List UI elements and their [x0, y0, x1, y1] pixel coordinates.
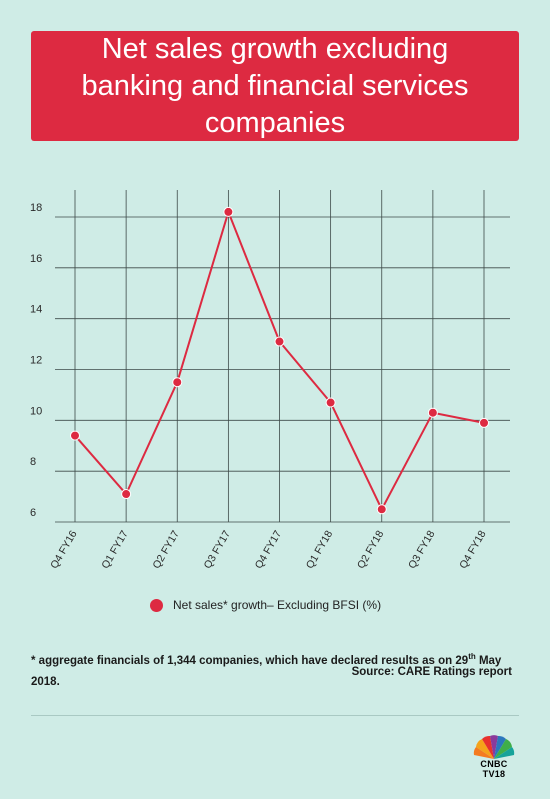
logo-text-tv18: TV18: [482, 769, 506, 779]
x-tick-label: Q2 FY17: [150, 528, 181, 571]
peacock-icon: [473, 735, 515, 759]
data-point: [70, 430, 80, 441]
y-tick-label: 6: [30, 507, 36, 519]
y-tick-label: 18: [30, 202, 42, 214]
legend: Net sales* growth– Excluding BFSI (%): [150, 598, 381, 612]
x-tick-label: Q1 FY18: [304, 528, 335, 571]
divider: [31, 715, 519, 716]
y-tick-label: 12: [30, 355, 42, 367]
data-point: [325, 397, 336, 408]
y-tick-label: 8: [30, 456, 36, 468]
line-chart: 6 8 10 12 14 16 18 Q4 FY16 Q1 FY17 Q2 FY17 Q3 FY17…: [30, 190, 510, 571]
footnote-text: * aggregate financials of 1,344 companie…: [31, 654, 469, 667]
legend-marker: [150, 598, 163, 612]
x-tick-label: Q2 FY18: [355, 528, 386, 571]
legend-label: Net sales* growth– Excluding BFSI (%): [173, 598, 382, 612]
x-tick-label: Q4 FY18: [457, 528, 488, 571]
x-tick-label: Q4 FY17: [253, 528, 284, 571]
data-point: [223, 206, 234, 217]
chart-title: Net sales growth excluding banking and f…: [81, 32, 469, 139]
y-tick-label: 16: [30, 253, 42, 265]
data-point: [479, 417, 489, 428]
footnote-superscript: th: [468, 652, 476, 661]
y-tick-label: 10: [30, 405, 42, 417]
data-point: [427, 407, 438, 418]
title-banner: Net sales growth excluding banking and f…: [31, 31, 519, 141]
data-point: [121, 489, 132, 500]
data-point: [274, 336, 285, 347]
footnote: * aggregate financials of 1,344 companie…: [31, 646, 521, 693]
data-point: [172, 377, 183, 388]
footnote-text-end: May 2018.: [31, 654, 502, 688]
y-tick-label: 14: [30, 304, 42, 316]
source-note: Source: CARE Ratings report: [351, 666, 512, 678]
data-point: [376, 504, 387, 515]
x-tick-label: Q3 FY18: [406, 528, 437, 571]
x-tick-label: Q1 FY17: [99, 528, 130, 571]
cnbc-tv18-logo: CNBC TV18: [472, 735, 516, 785]
logo-text-cnbc: CNBC: [480, 759, 508, 769]
x-tick-label: Q3 FY17: [202, 528, 233, 571]
x-tick-label: Q4 FY16: [48, 528, 79, 571]
